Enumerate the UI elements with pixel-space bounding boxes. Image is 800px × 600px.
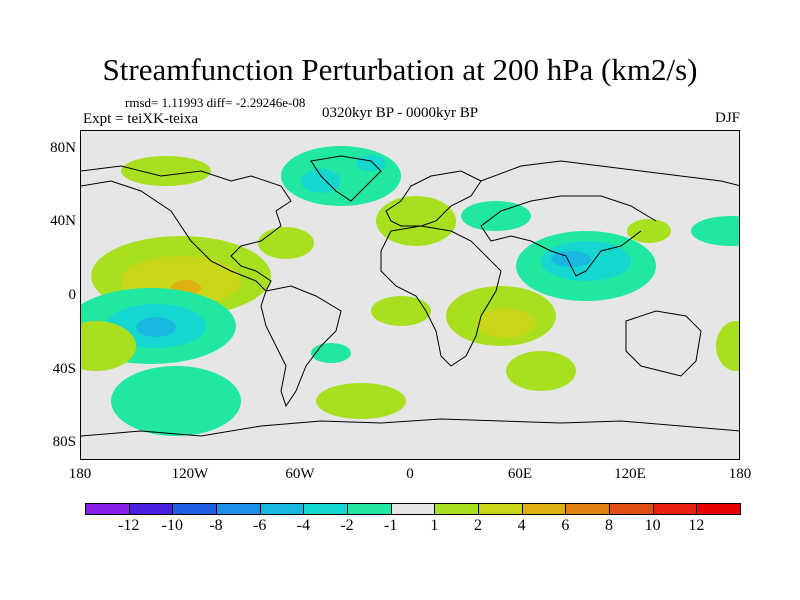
map-svg xyxy=(81,146,739,437)
rmsd-diff-stats: rmsd= 1.11993 diff= -2.29246e-08 xyxy=(125,95,306,110)
colorbar-level-label: -4 xyxy=(296,517,310,534)
lon-label: 180 xyxy=(728,466,752,482)
colorbar-segment xyxy=(128,503,174,515)
anomaly-region xyxy=(258,227,314,259)
period-label: 0320kyr BP - 0000kyr BP xyxy=(322,105,479,121)
anomaly-region xyxy=(356,155,386,171)
colorbar-level-label: 4 xyxy=(517,517,526,534)
south-america-coast xyxy=(260,285,342,408)
lon-label: 120W xyxy=(171,466,209,482)
coastlines xyxy=(81,155,739,437)
anomaly-region xyxy=(81,321,136,371)
asia-coast xyxy=(480,160,739,277)
colorbar-level-label: -12 xyxy=(117,517,140,534)
colorbar-segment xyxy=(521,503,567,515)
lon-label: 0 xyxy=(406,466,414,482)
colorbar-level-label: 12 xyxy=(688,517,705,534)
colorbar-level-label: 1 xyxy=(430,517,439,534)
colorbar-segment xyxy=(259,503,305,515)
colorbar-segment xyxy=(303,503,348,515)
lon-label: 180 xyxy=(68,466,92,482)
colorbar-segment xyxy=(347,503,392,515)
anomaly-region xyxy=(627,219,671,243)
colorbar-segment xyxy=(565,503,610,515)
colorbar-segment xyxy=(478,503,523,515)
colorbar-level-label: 2 xyxy=(474,517,482,534)
lat-label: 40S xyxy=(52,361,76,377)
anomaly-region xyxy=(691,216,739,246)
greenland-coast xyxy=(310,155,382,202)
anomaly-region xyxy=(121,156,211,186)
anomaly-fills xyxy=(81,146,739,436)
anomaly-region xyxy=(111,366,241,436)
colorbar-segment xyxy=(85,503,130,515)
lon-label: 60E xyxy=(507,466,533,482)
anomaly-region xyxy=(461,201,531,231)
antarctica-coast xyxy=(81,418,739,437)
colorbar-segment xyxy=(390,503,436,515)
colorbar-level-label: 10 xyxy=(644,517,661,534)
anomaly-region xyxy=(136,317,176,337)
anomaly-region xyxy=(476,308,536,338)
lat-label: 80N xyxy=(50,140,76,156)
europe-coast xyxy=(385,170,482,227)
anomaly-region xyxy=(301,169,341,193)
anomaly-region xyxy=(551,251,591,267)
colorbar-level-label: -6 xyxy=(252,517,267,534)
colorbar-level-label: -2 xyxy=(340,517,354,534)
lon-label: 120E xyxy=(614,466,646,482)
colorbar-level-label: 8 xyxy=(605,517,613,534)
colorbar-level-label: -10 xyxy=(161,517,183,534)
colorbar-segment xyxy=(434,503,479,515)
colorbar-segment xyxy=(652,503,698,515)
colorbar-segment xyxy=(172,503,217,515)
lat-label: 40N xyxy=(50,213,76,229)
anomaly-region xyxy=(376,196,456,246)
anomaly-region xyxy=(371,296,431,326)
lat-label: 80S xyxy=(52,434,76,450)
colorbar-segment xyxy=(696,503,741,515)
anomaly-region xyxy=(506,351,576,391)
colorbar-segment xyxy=(609,503,654,515)
north-america-coast xyxy=(81,165,292,292)
anomaly-region xyxy=(311,343,351,363)
anomaly-region xyxy=(281,146,401,206)
colorbar-level-label: 6 xyxy=(561,517,570,534)
experiment-label: Expt = teiXK-teixa xyxy=(83,111,199,127)
anomaly-region xyxy=(316,383,406,419)
africa-coast xyxy=(380,225,502,367)
colorbar-level-label: -8 xyxy=(209,517,223,534)
colorbar-level-label: -1 xyxy=(383,517,398,534)
chart-title: Streamfunction Perturbation at 200 hPa (… xyxy=(102,52,698,87)
colorbar-segment xyxy=(216,503,261,515)
lat-label: 0 xyxy=(68,287,77,303)
season-label: DJF xyxy=(714,110,740,126)
anomaly-region xyxy=(716,321,739,371)
lon-label: 60W xyxy=(285,466,315,482)
map-panel xyxy=(80,130,740,460)
colorbar xyxy=(85,503,741,515)
australia-coast xyxy=(625,310,702,377)
